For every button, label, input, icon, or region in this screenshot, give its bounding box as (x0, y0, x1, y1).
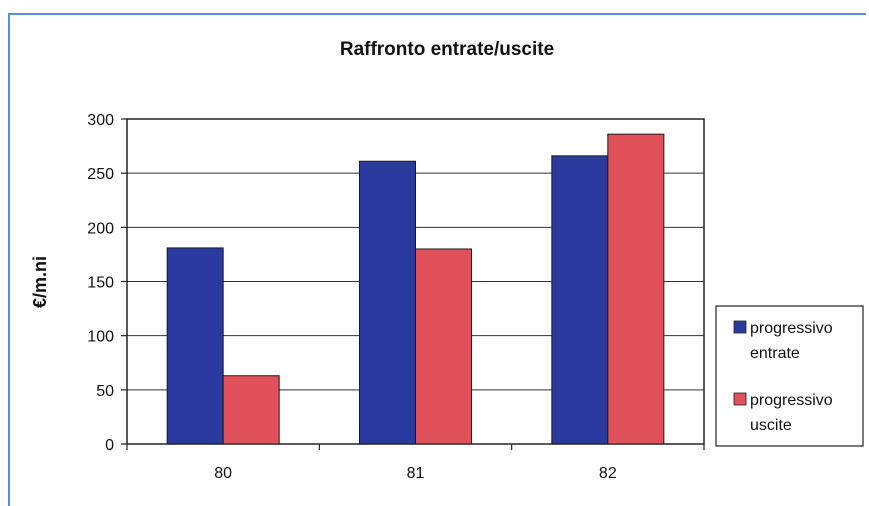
legend-swatch-uscite (733, 392, 747, 406)
legend-swatch-entrate (733, 320, 747, 334)
x-ticks: 80 81 82 (126, 444, 705, 482)
x-tick-label-81: 81 (407, 465, 425, 482)
y-tick-label-250: 250 (87, 166, 114, 183)
legend-entry-uscite: progressivo uscite (733, 392, 833, 434)
legend-label-uscite-line1: progressivo (750, 392, 833, 409)
bars (166, 133, 665, 445)
chart-title: Raffronto entrate/uscite (340, 39, 554, 60)
y-tick-label-300: 300 (87, 112, 114, 129)
legend-label-entrate-line1: progressivo (750, 320, 833, 337)
bar-progressivo-entrate-80 (166, 247, 224, 445)
bar-progressivo-uscite-80 (222, 375, 280, 445)
legend: progressivo entrate progressivo uscite (715, 305, 864, 447)
legend-entry-entrate: progressivo entrate (733, 320, 833, 362)
y-axis-label: €/m.ni (30, 256, 50, 308)
y-ticks: 0 50 100 150 200 250 300 (87, 112, 127, 454)
y-tick-label-150: 150 (87, 275, 114, 292)
y-tick-label-50: 50 (96, 383, 114, 400)
bar-progressivo-uscite-82 (607, 133, 665, 445)
legend-label-entrate-line2: entrate (750, 345, 800, 362)
y-tick-label-0: 0 (105, 437, 114, 454)
legend-label-uscite-line2: uscite (750, 417, 792, 434)
bar-progressivo-uscite-81 (415, 248, 472, 445)
y-tick-label-100: 100 (87, 329, 114, 346)
x-tick-label-80: 80 (214, 465, 232, 482)
bar-progressivo-entrate-81 (359, 160, 416, 445)
x-tick-label-82: 82 (599, 465, 617, 482)
bar-progressivo-entrate-82 (551, 155, 609, 445)
y-tick-label-200: 200 (87, 220, 114, 237)
